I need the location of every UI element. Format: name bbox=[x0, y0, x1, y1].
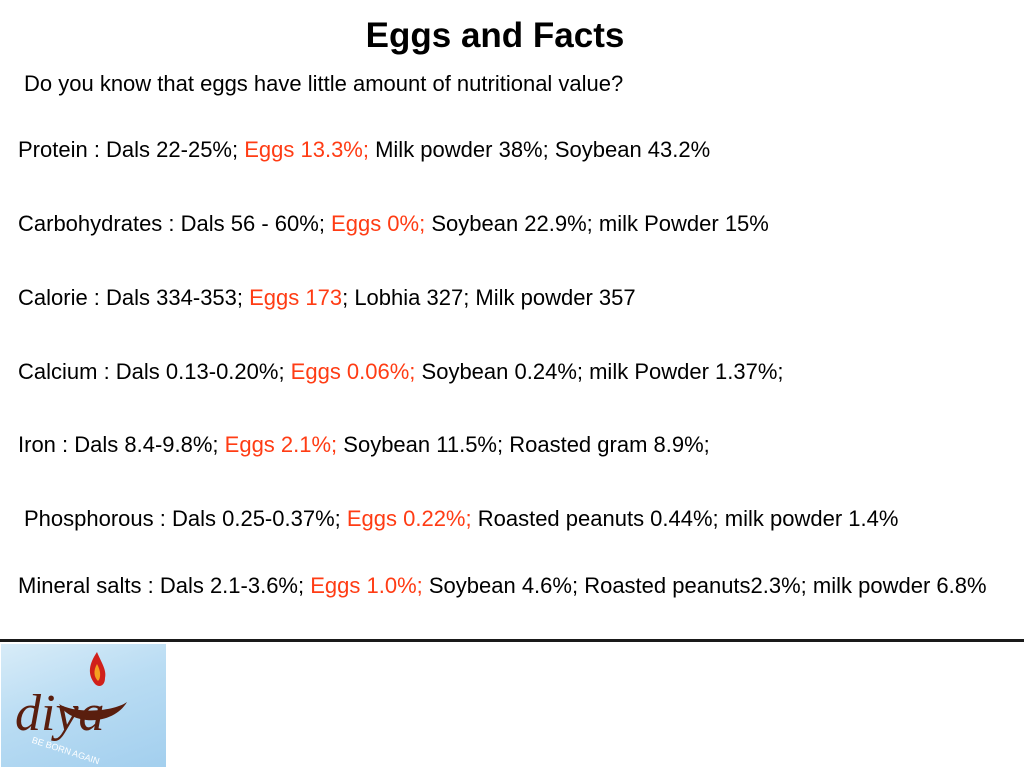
fact-calorie: Calorie : Dals 334-353; Eggs 173; Lobhia… bbox=[18, 282, 1008, 314]
fact-carbohydrates: Carbohydrates : Dals 56 - 60%; Eggs 0%; … bbox=[18, 208, 1008, 240]
fact-phosphorous: Phosphorous : Dals 0.25-0.37%; Eggs 0.22… bbox=[24, 503, 1008, 535]
egg-value: Eggs 2.1%; bbox=[224, 432, 338, 457]
fact-text: Calcium : Dals 0.13-0.20%; bbox=[18, 359, 291, 384]
fact-text: Milk powder 38%; Soybean 43.2% bbox=[368, 137, 711, 162]
footer-divider bbox=[0, 639, 1024, 642]
slide-subtitle: Do you know that eggs have little amount… bbox=[24, 71, 624, 96]
fact-text: Carbohydrates : Dals 56 - 60%; bbox=[18, 211, 332, 236]
egg-value: Eggs 0.06%; bbox=[290, 359, 416, 384]
fact-text: Mineral salts : Dals 2.1-3.6%; bbox=[18, 573, 311, 598]
egg-value: Eggs 0.22%; bbox=[346, 506, 472, 531]
fact-text: Soybean 11.5%; Roasted gram 8.9%; bbox=[337, 432, 710, 457]
egg-value: Eggs 0%; bbox=[331, 211, 426, 236]
fact-text: Iron : Dals 8.4-9.8%; bbox=[18, 432, 225, 457]
fact-protein: Protein : Dals 22-25%; Eggs 13.3%; Milk … bbox=[18, 134, 1008, 166]
fact-text: Protein : Dals 22-25%; bbox=[18, 137, 245, 162]
egg-value: Eggs 173 bbox=[249, 285, 343, 310]
fact-text: Soybean 0.24%; milk Powder 1.37%; bbox=[415, 359, 784, 384]
fact-text: ; Lobhia 327; Milk powder 357 bbox=[342, 285, 636, 310]
fact-mineral-salts: Mineral salts : Dals 2.1-3.6%; Eggs 1.0%… bbox=[18, 570, 1008, 602]
fact-text: Phosphorous : Dals 0.25-0.37%; bbox=[24, 506, 347, 531]
fact-iron: Iron : Dals 8.4-9.8%; Eggs 2.1%; Soybean… bbox=[18, 429, 1008, 461]
fact-text: Soybean 4.6%; Roasted peanuts2.3%; milk … bbox=[422, 573, 987, 598]
egg-value: Eggs 13.3%; bbox=[244, 137, 369, 162]
logo-wordmark: diya bbox=[15, 685, 105, 742]
fact-text: Roasted peanuts 0.44%; milk powder 1.4% bbox=[471, 506, 899, 531]
fact-text: Soybean 22.9%; milk Powder 15% bbox=[425, 211, 769, 236]
fact-text: Calorie : Dals 334-353; bbox=[18, 285, 250, 310]
slide-title: Eggs and Facts bbox=[365, 16, 625, 55]
fact-calcium: Calcium : Dals 0.13-0.20%; Eggs 0.06%; S… bbox=[18, 356, 1008, 388]
egg-value: Eggs 1.0%; bbox=[310, 573, 423, 598]
logo: diya BE BORN AGAIN bbox=[1, 644, 166, 767]
